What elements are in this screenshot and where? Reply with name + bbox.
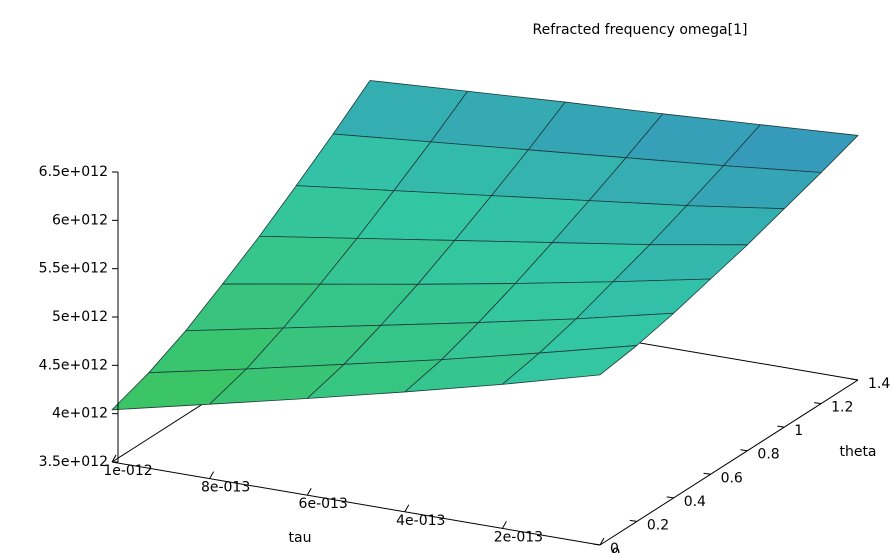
x-tick-label: 0	[612, 546, 621, 553]
x-tick	[501, 521, 507, 529]
y-axis	[599, 379, 859, 546]
y-tick	[850, 378, 859, 381]
x-tick	[209, 471, 215, 479]
y-tick	[629, 519, 637, 522]
chart-title: Refracted frequency omega[1]	[533, 22, 748, 38]
x-tick-label: 1e-012	[103, 463, 152, 479]
x-tick	[599, 537, 605, 546]
y-tick	[666, 496, 674, 499]
z-tick-label: 4e+012	[52, 406, 108, 422]
z-tick-label: 6.5e+012	[39, 164, 108, 180]
surface	[111, 80, 859, 411]
y-axis-label: theta	[839, 444, 876, 460]
z-tick-label: 4.5e+012	[39, 357, 108, 373]
y-tick-label: 0.8	[757, 447, 779, 463]
y-tick-label: 0.4	[684, 494, 706, 510]
y-tick	[592, 543, 601, 546]
y-tick-label: 1	[794, 423, 803, 439]
x-tick-label: 8e-013	[201, 480, 250, 496]
y-tick-label: 0	[610, 541, 619, 553]
y-tick-label: 1.4	[868, 376, 890, 392]
z-tick-label: 5.5e+012	[39, 261, 108, 277]
x-tick-label: 6e-013	[299, 496, 348, 512]
y-tick	[777, 425, 785, 428]
y-tick	[703, 472, 711, 475]
x-tick-label: 4e-013	[396, 513, 445, 529]
y-tick	[814, 402, 822, 405]
y-tick	[740, 449, 748, 452]
x-tick	[111, 454, 117, 463]
x-tick-label: 2e-013	[494, 529, 543, 545]
z-tick-label: 6e+012	[52, 212, 108, 228]
x-axis-label: tau	[289, 530, 312, 546]
z-tick-label: 5e+012	[52, 309, 108, 325]
y-tick-label: 0.6	[721, 470, 743, 486]
x-tick	[306, 487, 312, 496]
y-tick-label: 1.2	[831, 400, 853, 416]
x-tick	[404, 504, 410, 513]
y-tick-label: 0.2	[647, 517, 669, 533]
surface-cell	[501, 345, 638, 385]
z-tick-label: 3.5e+012	[39, 454, 108, 470]
x-axis	[111, 461, 601, 546]
